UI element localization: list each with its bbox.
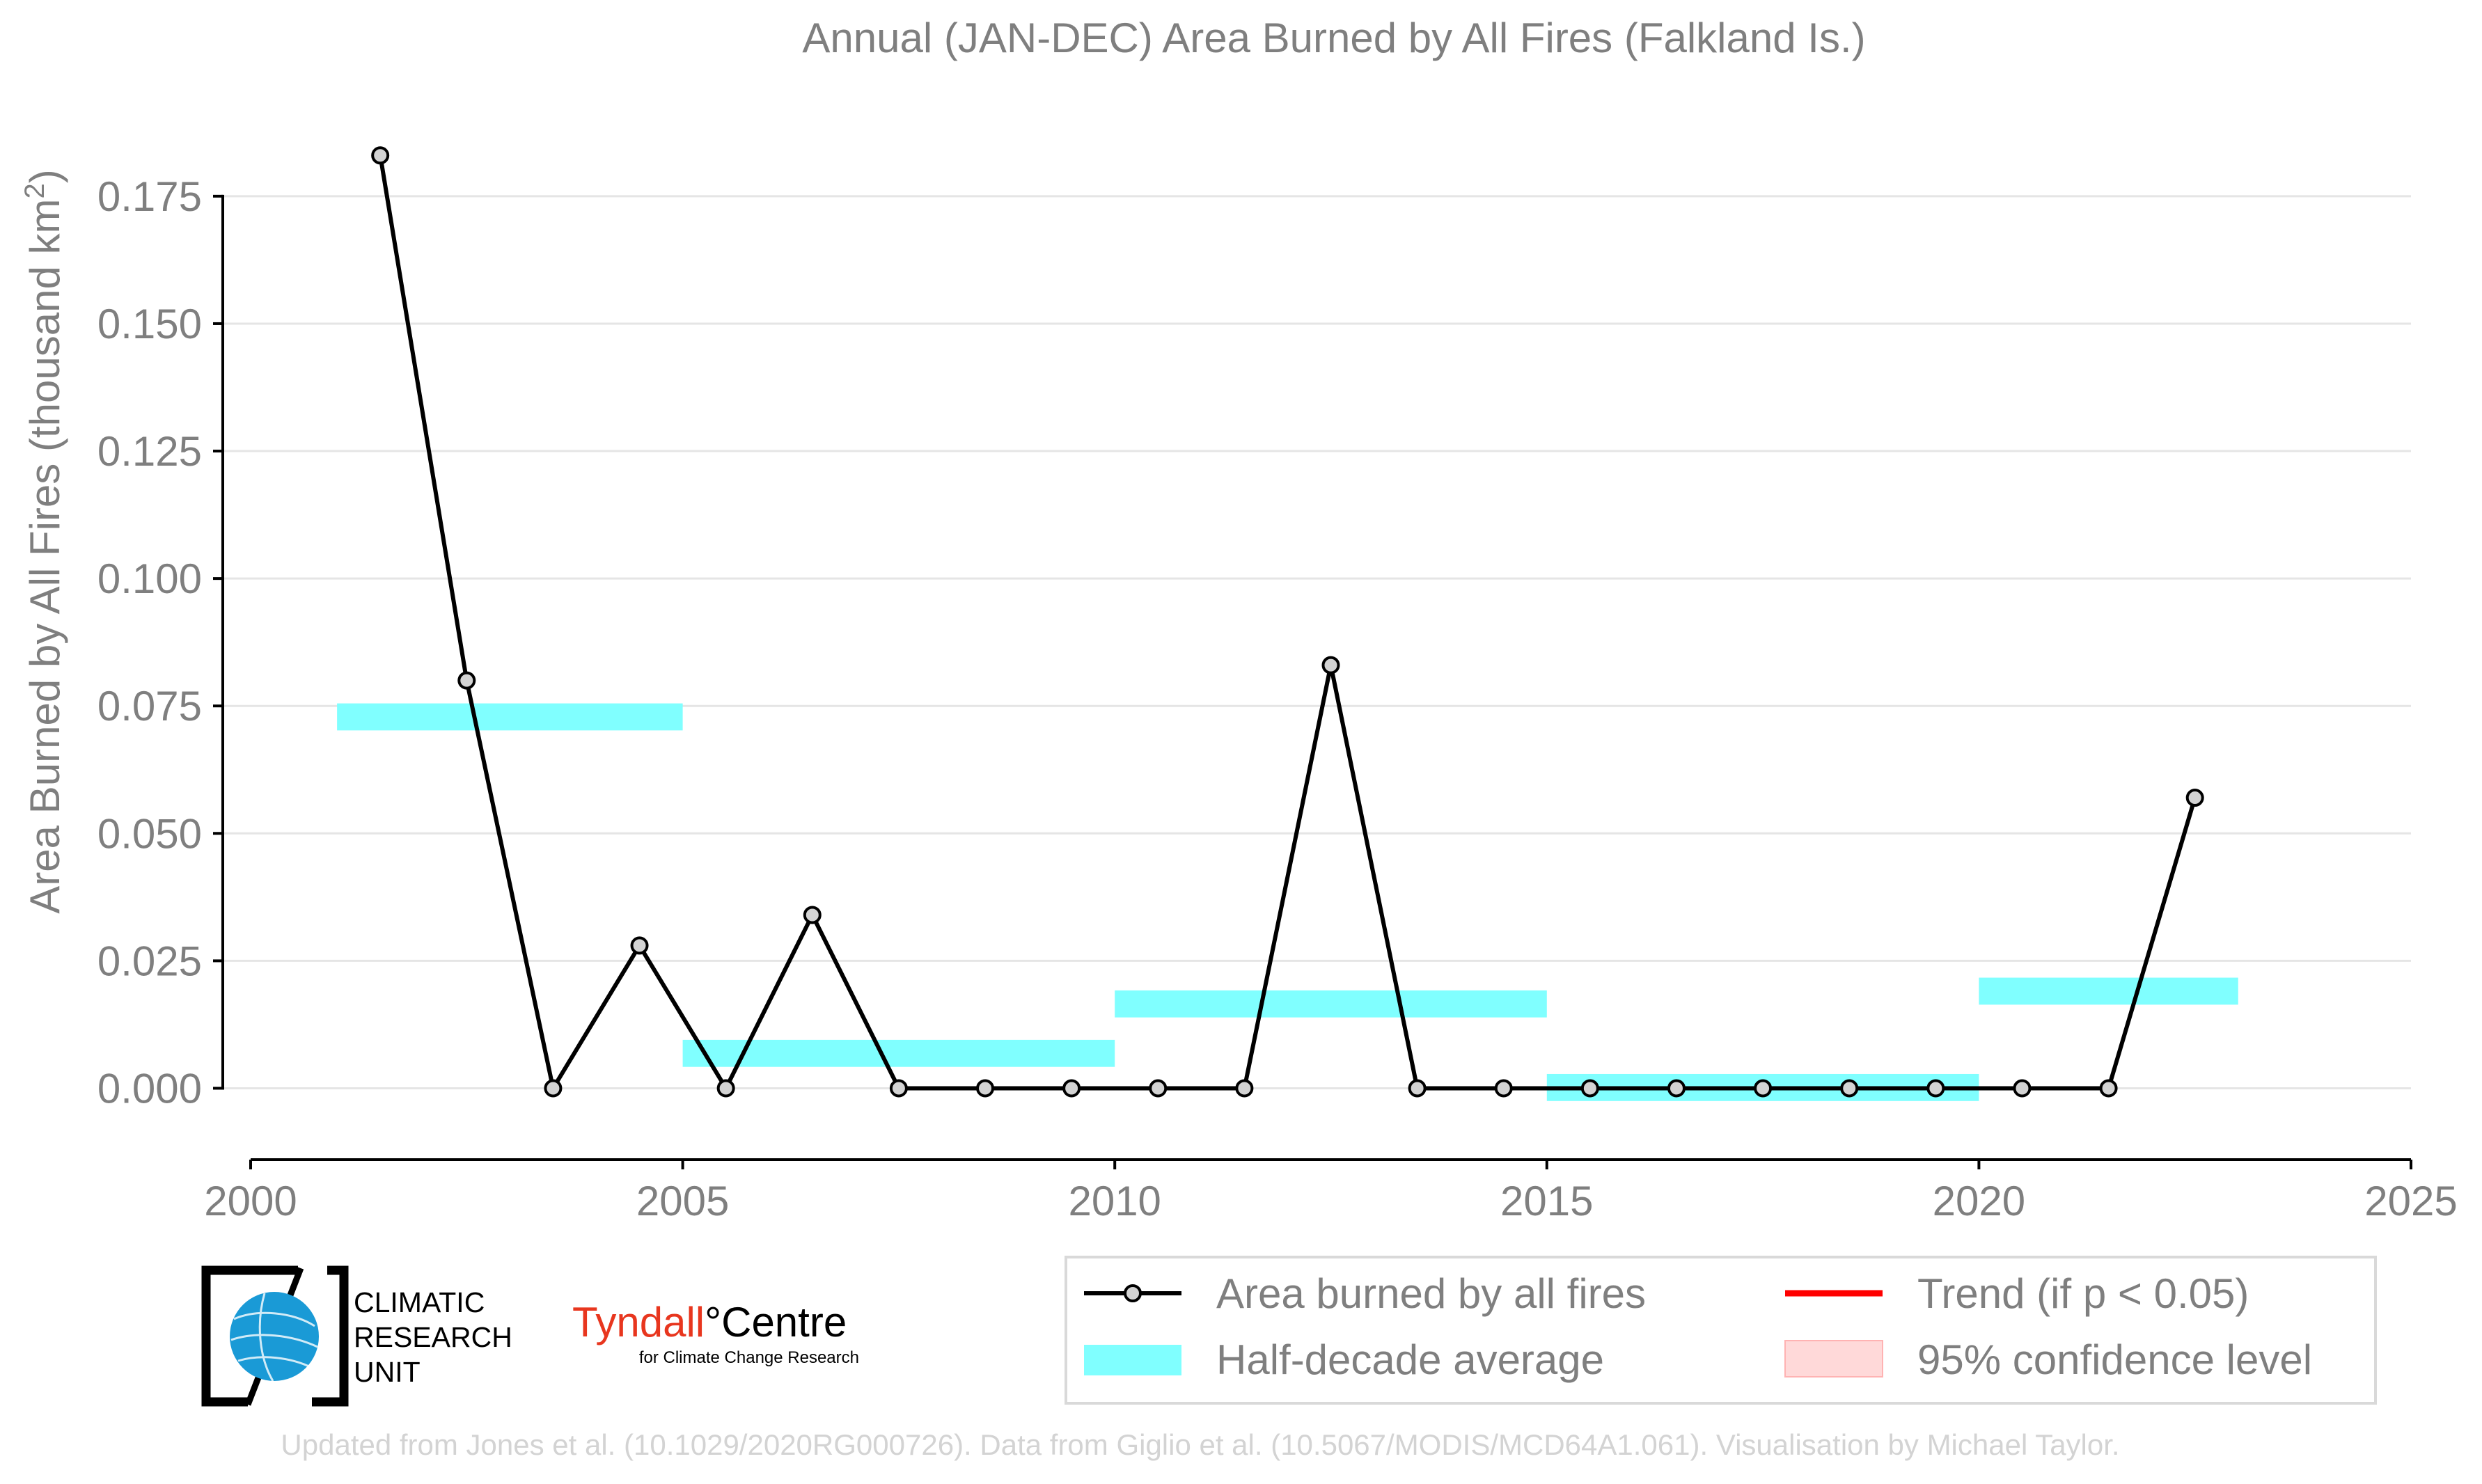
legend-band-symbol xyxy=(1084,1345,1181,1375)
footer-credit: Updated from Jones et al. (10.1029/2020R… xyxy=(281,1428,2119,1461)
data-point xyxy=(976,1079,995,1098)
half-decade-band xyxy=(1115,990,1547,1018)
cru-globe-icon xyxy=(230,1292,319,1382)
data-point xyxy=(630,936,649,955)
y-tick-label: 0.000 xyxy=(97,1065,202,1112)
legend-label: Half-decade average xyxy=(1216,1336,1604,1383)
data-point xyxy=(1062,1079,1081,1098)
y-gridlines xyxy=(223,195,2411,1089)
x-tick-label: 2020 xyxy=(1933,1178,2025,1224)
x-tick-label: 2015 xyxy=(1500,1178,1593,1224)
data-point xyxy=(1580,1079,1599,1098)
y-axis-title: Area Burned by All Fires (thousand km2) xyxy=(19,169,68,913)
y-axis-title-superscript: 2 xyxy=(19,183,50,198)
y-axis-ticks: 0.000 0.025 0.050 0.075 0.100 0.125 0.150 0.175 xyxy=(97,173,223,1112)
data-point xyxy=(457,671,476,690)
y-tick-label: 0.075 xyxy=(97,683,202,729)
chart-title: Annual (JAN-DEC) Area Burned by All Fire… xyxy=(802,15,1865,61)
series-area-burned xyxy=(371,146,2204,1098)
data-point xyxy=(1321,656,1340,674)
svg-text:Area Burned by All Fires (thou: Area Burned by All Fires (thousand km2) xyxy=(19,169,68,913)
data-point xyxy=(1235,1079,1254,1098)
half-decade-average-bands xyxy=(337,703,2238,1101)
data-point xyxy=(1926,1079,1945,1098)
y-tick-label: 0.125 xyxy=(97,428,202,475)
data-point xyxy=(1408,1079,1427,1098)
data-point xyxy=(544,1079,563,1098)
legend: Area burned by all fires Trend (if p < 0… xyxy=(1065,1256,2377,1405)
legend-confidence-symbol xyxy=(1784,1340,1883,1378)
svg-text:Tyndall°Centre: Tyndall°Centre xyxy=(572,1299,847,1345)
axes xyxy=(221,194,2411,1161)
y-axis-title-main: Area Burned by All Fires (thousand km xyxy=(22,199,68,914)
data-point xyxy=(1149,1079,1168,1098)
x-tick-label: 2000 xyxy=(204,1178,297,1224)
legend-label: Area burned by all fires xyxy=(1216,1270,1646,1317)
legend-item-trend: Trend (if p < 0.05) xyxy=(1785,1270,2249,1317)
data-point xyxy=(1494,1079,1513,1098)
y-tick-label: 0.025 xyxy=(97,938,202,984)
legend-item-area-burned: Area burned by all fires xyxy=(1084,1270,1646,1317)
half-decade-band xyxy=(337,703,683,731)
x-axis-ticks: 2000 2005 2010 2015 2020 2025 xyxy=(204,1160,2458,1224)
y-tick-label: 0.050 xyxy=(97,810,202,857)
data-point xyxy=(803,906,822,924)
y-tick-label: 0.175 xyxy=(97,173,202,220)
y-tick-label: 0.100 xyxy=(97,555,202,602)
data-point xyxy=(1754,1079,1773,1098)
legend-marker-symbol xyxy=(1124,1284,1142,1302)
tyndall-suffix: Centre xyxy=(721,1299,847,1345)
cru-line-3: UNIT xyxy=(354,1356,421,1388)
tyndall-degree: ° xyxy=(705,1299,721,1345)
legend-item-half-decade: Half-decade average xyxy=(1084,1336,1604,1383)
x-tick-label: 2025 xyxy=(2364,1178,2457,1224)
tyndall-name: Tyndall xyxy=(572,1299,705,1345)
cru-frame-icon xyxy=(201,1265,349,1407)
data-point xyxy=(2185,789,2204,807)
data-point xyxy=(2099,1079,2118,1098)
cru-logo: CLIMATIC RESEARCH UNIT xyxy=(201,1265,512,1407)
tyndall-logo: Tyndall°Centre for Climate Change Resear… xyxy=(572,1299,859,1367)
legend-box xyxy=(1065,1256,2377,1405)
data-point xyxy=(2013,1079,2032,1098)
y-tick-label: 0.150 xyxy=(97,301,202,347)
data-point xyxy=(716,1079,735,1098)
tyndall-tagline: for Climate Change Research xyxy=(639,1348,859,1367)
series-line xyxy=(378,155,2197,1091)
half-decade-band xyxy=(1979,977,2238,1005)
cru-line-1: CLIMATIC xyxy=(354,1286,485,1318)
half-decade-band xyxy=(682,1039,1115,1067)
legend-label: 95% confidence level xyxy=(1917,1336,2312,1383)
cru-line-2: RESEARCH xyxy=(354,1321,512,1353)
x-tick-label: 2010 xyxy=(1068,1178,1161,1224)
y-axis-title-close: ) xyxy=(22,169,68,183)
data-point xyxy=(371,146,390,165)
data-point xyxy=(1840,1079,1859,1098)
data-point xyxy=(889,1079,908,1098)
x-tick-label: 2005 xyxy=(636,1178,729,1224)
data-point xyxy=(1667,1079,1686,1098)
legend-label: Trend (if p < 0.05) xyxy=(1917,1270,2249,1317)
legend-item-confidence: 95% confidence level xyxy=(1784,1336,2312,1383)
